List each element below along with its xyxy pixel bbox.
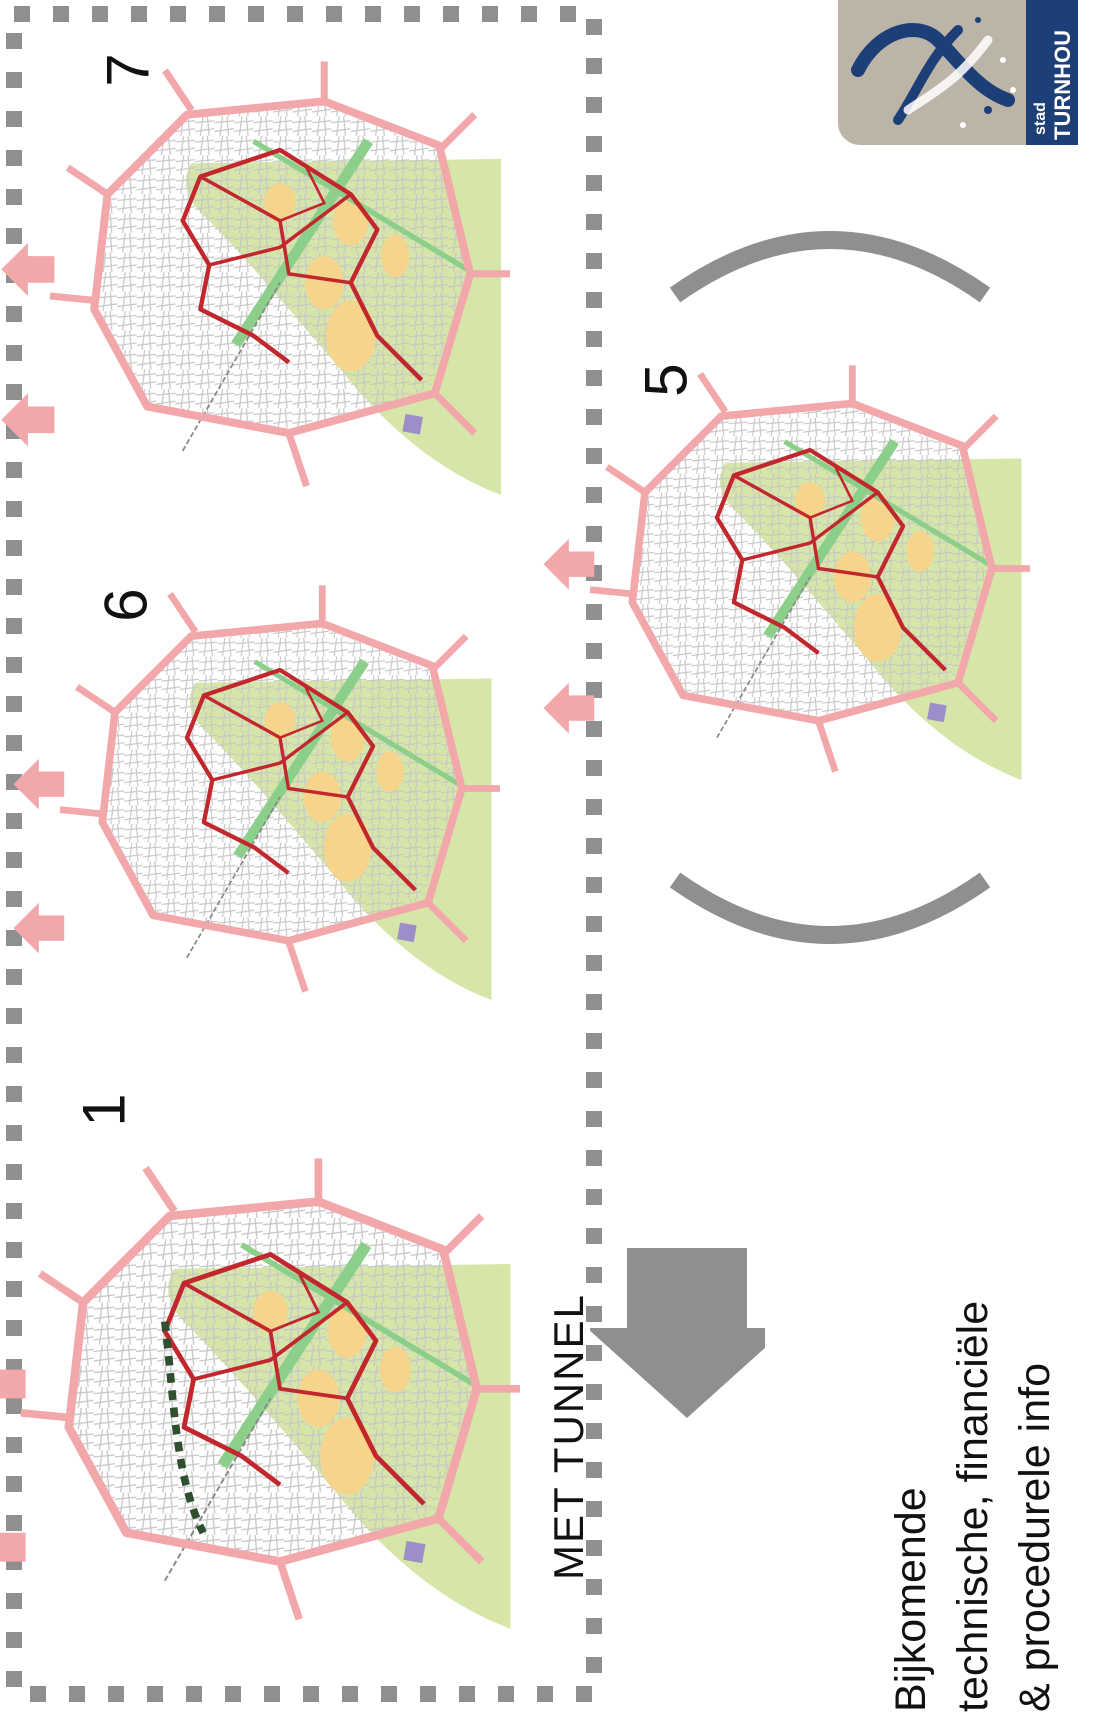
frame-caption: MET TUNNEL xyxy=(545,1293,592,1580)
map-7 xyxy=(40,35,520,495)
info-line-1: Bijkomende xyxy=(887,1487,935,1712)
map-1 xyxy=(40,1060,520,1660)
bracket-right-icon xyxy=(669,231,991,303)
info-text: Bijkomende technische, financiële & proc… xyxy=(880,1301,1066,1712)
map-6-label: 6 xyxy=(92,588,160,622)
map-7-label: 7 xyxy=(94,53,162,87)
map-5 xyxy=(590,340,1030,780)
dashed-frame xyxy=(6,6,602,1702)
info-line-3: & procedurele info xyxy=(1011,1363,1059,1712)
map-5-label: 5 xyxy=(632,363,700,397)
logo-band: stad TURNHOU xyxy=(1026,0,1078,145)
logo-big-text: TURNHOU xyxy=(1050,30,1075,140)
arrow-right-icon xyxy=(590,1248,765,1418)
map-6 xyxy=(40,560,520,1000)
logo-mark-icon xyxy=(851,17,1016,128)
bracket-left-icon xyxy=(669,872,991,944)
map-1-label: 1 xyxy=(70,1093,138,1127)
info-line-2: technische, financiële xyxy=(949,1300,997,1712)
stad-turnhout-logo: stad TURNHOU xyxy=(838,0,1078,145)
logo-small-text: stad xyxy=(1032,102,1049,135)
